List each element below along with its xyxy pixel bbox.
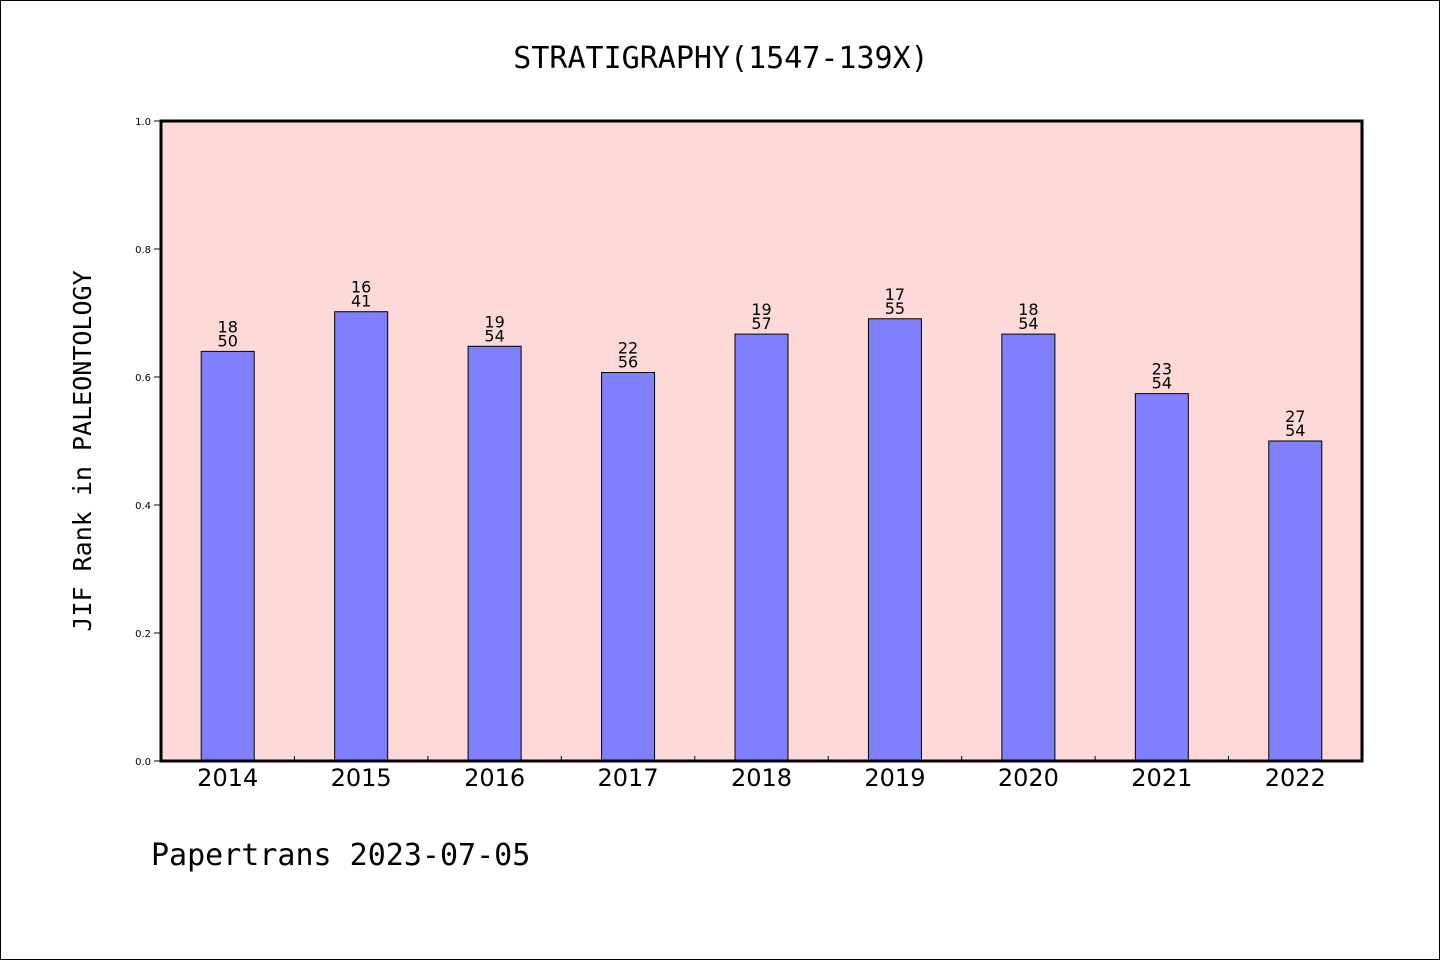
bar-label-rank: 18 bbox=[218, 317, 238, 336]
x-tick-label: 2021 bbox=[1131, 764, 1192, 792]
bar-label-total: 54 bbox=[484, 326, 504, 345]
x-tick-label: 2016 bbox=[464, 764, 525, 792]
x-tick-label: 2015 bbox=[331, 764, 392, 792]
y-tick-label: 0.0 bbox=[135, 757, 151, 768]
bars bbox=[200, 311, 1323, 762]
x-tick-label: 2020 bbox=[998, 764, 1059, 792]
bar-label-total: 54 bbox=[1285, 421, 1305, 440]
footer-text: Papertrans 2023-07-05 bbox=[151, 838, 530, 873]
x-axis-ticks: 2014 2015 2016 2017 2018 2019 2020 2021 2022 bbox=[197, 756, 1326, 792]
bar-2014 bbox=[200, 350, 255, 762]
x-tick-label: 2017 bbox=[598, 764, 659, 792]
y-tick-label: 0.4 bbox=[135, 501, 151, 512]
bar-2017 bbox=[601, 372, 656, 762]
bar-label-rank: 16 bbox=[351, 278, 371, 297]
bar-label-rank: 18 bbox=[1018, 300, 1038, 319]
bar-label-total: 50 bbox=[218, 331, 238, 350]
bar-label-total: 56 bbox=[618, 353, 638, 372]
x-tick-label: 2014 bbox=[197, 764, 258, 792]
bar-label-total: 54 bbox=[1152, 374, 1172, 393]
bar-label-total: 57 bbox=[751, 314, 771, 333]
bar-label-rank: 22 bbox=[618, 339, 638, 358]
y-tick-label: 0.6 bbox=[135, 373, 151, 384]
bar-label-total: 41 bbox=[351, 292, 371, 311]
bar-label-rank: 27 bbox=[1285, 407, 1305, 426]
bar-2018 bbox=[734, 333, 789, 762]
bar-label-rank: 23 bbox=[1152, 360, 1172, 379]
y-tick-label: 0.8 bbox=[135, 245, 151, 256]
bar-2019 bbox=[867, 318, 922, 762]
bar-label-rank: 19 bbox=[484, 312, 504, 331]
chart-title: STRATIGRAPHY(1547-139X) bbox=[513, 41, 928, 76]
y-axis-ticks: 0.0 0.2 0.4 0.6 0.8 1.0 bbox=[135, 117, 161, 768]
x-tick-label: 2018 bbox=[731, 764, 792, 792]
bar-label-total: 54 bbox=[1018, 314, 1038, 333]
y-tick-label: 1.0 bbox=[135, 117, 151, 128]
bar-2020 bbox=[1001, 333, 1056, 762]
bar-label-total: 55 bbox=[885, 299, 905, 318]
x-tick-label: 2019 bbox=[864, 764, 925, 792]
bar-2022 bbox=[1268, 440, 1323, 762]
bar-2021 bbox=[1134, 393, 1189, 762]
bar-2016 bbox=[467, 345, 522, 762]
bar-label-rank: 19 bbox=[751, 300, 771, 319]
y-tick-label: 0.2 bbox=[135, 629, 151, 640]
plot-border bbox=[159, 119, 1364, 763]
y-axis-label: JIF Rank in PALEONTOLOGY bbox=[68, 270, 97, 631]
bar-2015 bbox=[334, 311, 389, 762]
bar-label-rank: 17 bbox=[885, 285, 905, 304]
x-tick-label: 2022 bbox=[1265, 764, 1326, 792]
